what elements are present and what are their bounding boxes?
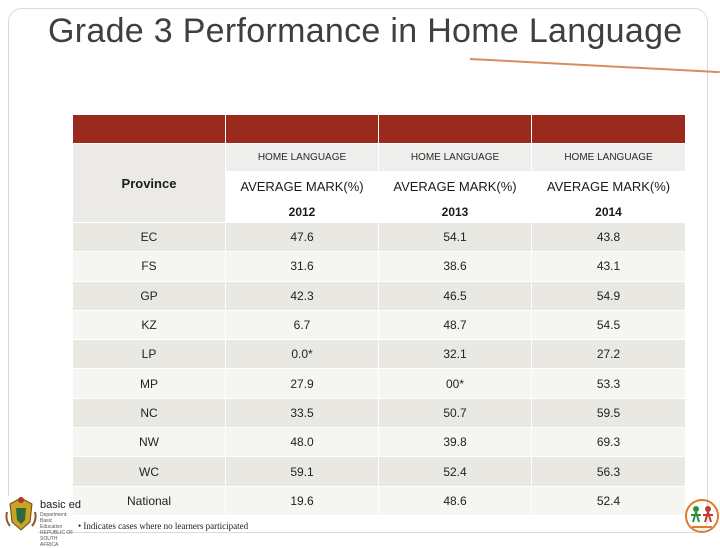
table-row: KZ 6.7 48.7 54.5 <box>72 309 686 341</box>
province-header: Province <box>72 143 226 223</box>
value-2014-cell: 59.5 <box>531 397 686 429</box>
year-header-2012: 2012 <box>225 200 379 223</box>
value-2014-cell: 52.4 <box>531 485 686 516</box>
coat-of-arms-icon <box>4 496 38 534</box>
year-header-2014: 2014 <box>531 200 686 223</box>
header-band-cell <box>72 114 226 144</box>
value-2012-cell: 6.7 <box>225 309 379 341</box>
value-2013-cell: 54.1 <box>378 221 532 253</box>
value-2013-cell: 32.1 <box>378 339 532 370</box>
value-2012-cell: 19.6 <box>225 485 379 516</box>
province-cell: NC <box>72 397 226 429</box>
province-cell: FS <box>72 251 226 282</box>
language-header: HOME LANGUAGE <box>225 143 379 172</box>
value-2013-cell: 50.7 <box>378 397 532 429</box>
value-2014-cell: 43.8 <box>531 221 686 253</box>
value-2013-cell: 52.4 <box>378 456 532 487</box>
language-header: HOME LANGUAGE <box>378 143 532 172</box>
value-2014-cell: 43.1 <box>531 251 686 282</box>
table-row: GP 42.3 46.5 54.9 <box>72 280 686 311</box>
province-cell: EC <box>72 221 226 253</box>
header-band-cell <box>531 114 686 144</box>
value-2014-cell: 54.5 <box>531 309 686 341</box>
value-2014-cell: 69.3 <box>531 427 686 458</box>
value-2014-cell: 56.3 <box>531 456 686 487</box>
value-2012-cell: 47.6 <box>225 221 379 253</box>
value-2014-cell: 27.2 <box>531 339 686 370</box>
slide-title: Grade 3 Performance in Home Language <box>48 12 683 50</box>
province-cell: WC <box>72 456 226 487</box>
value-2013-cell: 48.6 <box>378 485 532 516</box>
logo-text: basic ed <box>40 499 81 511</box>
table-row: National 19.6 48.6 52.4 <box>72 485 686 516</box>
table-header-band <box>72 114 686 144</box>
table-body: EC 47.6 54.1 43.8 FS 31.6 38.6 43.1 GP 42.3 46.5 54… <box>72 221 686 516</box>
table-row: FS 31.6 38.6 43.1 <box>72 251 686 282</box>
table-row: MP 27.9 00* 53.3 <box>72 368 686 399</box>
value-2012-cell: 48.0 <box>225 427 379 458</box>
header-band-cell <box>225 114 379 144</box>
measure-header: AVERAGE MARK(%) <box>531 171 686 201</box>
measure-header: AVERAGE MARK(%) <box>225 171 379 201</box>
table-row: NW 48.0 39.8 69.3 <box>72 427 686 458</box>
province-cell: LP <box>72 339 226 370</box>
logo-subtext: Department: Basic Education REPUBLIC OF … <box>40 512 74 548</box>
province-cell: GP <box>72 280 226 311</box>
value-2013-cell: 00* <box>378 368 532 399</box>
value-2014-cell: 53.3 <box>531 368 686 399</box>
language-header: HOME LANGUAGE <box>531 143 686 172</box>
table-row: WC 59.1 52.4 56.3 <box>72 456 686 487</box>
value-2012-cell: 31.6 <box>225 251 379 282</box>
year-header-2013: 2013 <box>378 200 532 223</box>
province-cell: MP <box>72 368 226 399</box>
header-band-cell <box>378 114 532 144</box>
value-2012-cell: 27.9 <box>225 368 379 399</box>
table-row: EC 47.6 54.1 43.8 <box>72 221 686 253</box>
value-2014-cell: 54.9 <box>531 280 686 311</box>
value-2013-cell: 46.5 <box>378 280 532 311</box>
children-logo-icon <box>685 499 719 533</box>
performance-table: Province HOME LANGUAGE HOME LANGUAGE HOM… <box>72 114 686 516</box>
table-row: NC 33.5 50.7 59.5 <box>72 397 686 429</box>
province-cell: NW <box>72 427 226 458</box>
value-2013-cell: 48.7 <box>378 309 532 341</box>
value-2012-cell: 33.5 <box>225 397 379 429</box>
table-row: LP 0.0* 32.1 27.2 <box>72 339 686 370</box>
language-header-row: Province HOME LANGUAGE HOME LANGUAGE HOM… <box>72 143 686 223</box>
value-2012-cell: 59.1 <box>225 456 379 487</box>
measure-header: AVERAGE MARK(%) <box>378 171 532 201</box>
slide-frame <box>8 8 708 533</box>
province-cell: KZ <box>72 309 226 341</box>
footnote: • Indicates cases where no learners part… <box>78 521 249 531</box>
province-cell: National <box>72 485 226 516</box>
value-2012-cell: 0.0* <box>225 339 379 370</box>
value-2013-cell: 39.8 <box>378 427 532 458</box>
year-header-row: 2012 2013 2014 <box>73 200 686 223</box>
value-2012-cell: 42.3 <box>225 280 379 311</box>
value-2013-cell: 38.6 <box>378 251 532 282</box>
